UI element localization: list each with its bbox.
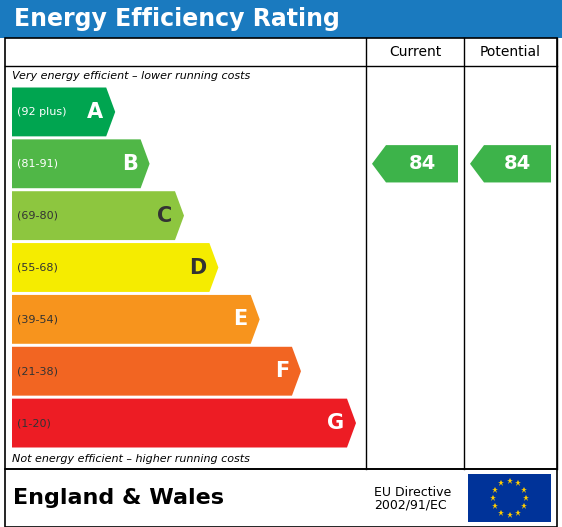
Text: B: B (122, 154, 138, 174)
Text: F: F (275, 361, 289, 381)
Polygon shape (372, 145, 458, 182)
Text: Potential: Potential (480, 45, 541, 59)
Polygon shape (12, 139, 149, 188)
Polygon shape (12, 191, 184, 240)
Text: (92 plus): (92 plus) (17, 107, 66, 117)
Polygon shape (12, 398, 356, 447)
Text: (55-68): (55-68) (17, 262, 58, 272)
Polygon shape (12, 295, 260, 344)
Bar (5, 469, 557, 527)
Bar (468, 474, 551, 522)
Text: Very energy efficient – lower running costs: Very energy efficient – lower running co… (12, 71, 250, 81)
Text: C: C (157, 206, 172, 226)
Text: Current: Current (389, 45, 441, 59)
Text: (81-91): (81-91) (17, 159, 58, 169)
Text: (1-20): (1-20) (17, 418, 51, 428)
Polygon shape (470, 145, 551, 182)
Text: 2002/91/EC: 2002/91/EC (374, 499, 447, 512)
Polygon shape (12, 347, 301, 396)
Text: 84: 84 (504, 154, 531, 173)
Text: (21-38): (21-38) (17, 366, 58, 376)
Text: England & Wales: England & Wales (13, 488, 224, 508)
Text: G: G (327, 413, 344, 433)
Bar (5, 38, 557, 469)
Text: E: E (233, 309, 248, 329)
Text: (39-54): (39-54) (17, 315, 58, 324)
Bar (0, 0, 562, 38)
Text: 84: 84 (409, 154, 436, 173)
Text: (69-80): (69-80) (17, 211, 58, 221)
Text: EU Directive: EU Directive (374, 485, 451, 499)
Text: D: D (189, 258, 206, 278)
Polygon shape (12, 87, 115, 136)
Text: Energy Efficiency Rating: Energy Efficiency Rating (14, 7, 340, 31)
Polygon shape (12, 243, 219, 292)
Text: Not energy efficient – higher running costs: Not energy efficient – higher running co… (12, 454, 250, 464)
Text: A: A (87, 102, 103, 122)
